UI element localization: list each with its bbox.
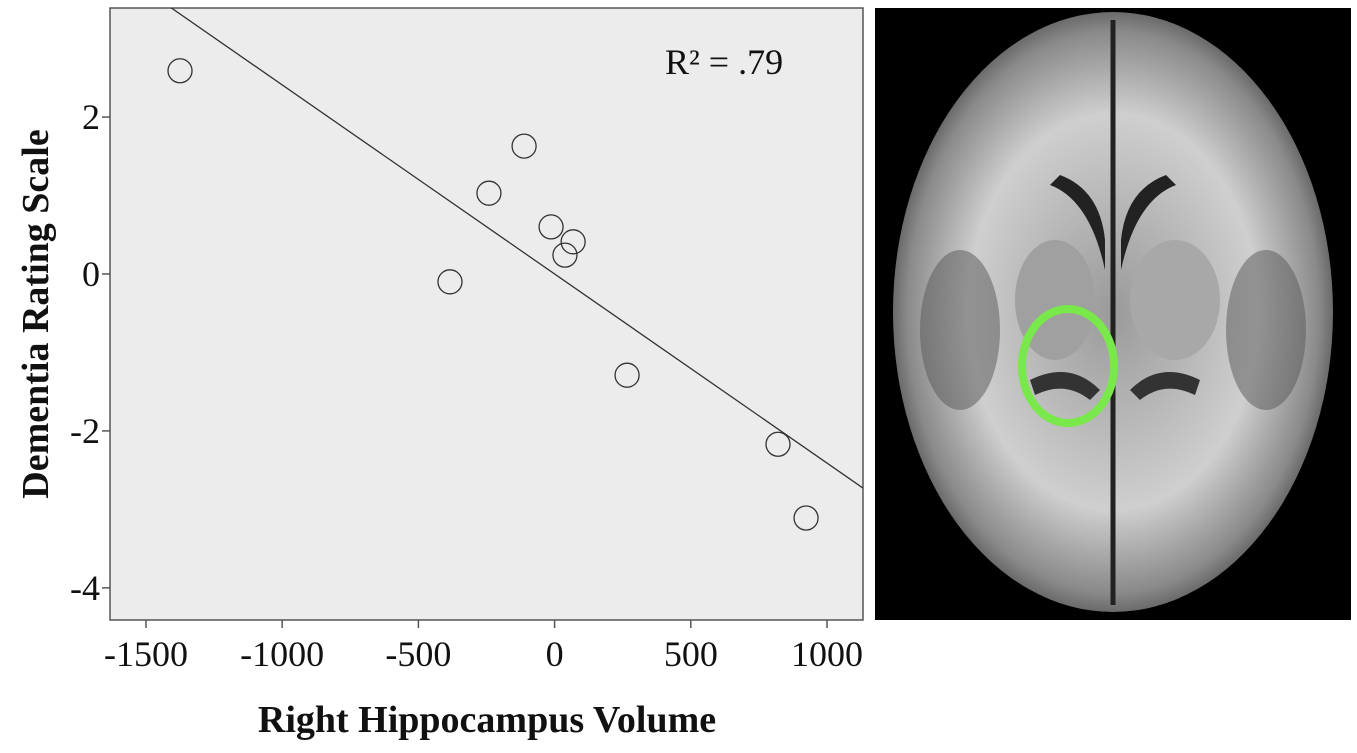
x-axis-title: Right Hippocampus Volume xyxy=(258,699,716,741)
figure: R² = .79 Right Hippocampus Volume Dement… xyxy=(0,0,1357,748)
brain-image xyxy=(875,8,1351,620)
x-tick-label: 0 xyxy=(546,634,564,674)
y-tick-label: -2 xyxy=(70,411,100,451)
plot-area xyxy=(110,8,863,620)
y-tick-label: 0 xyxy=(82,254,100,294)
x-tick-label: 1000 xyxy=(791,634,863,674)
x-tick-label: -500 xyxy=(385,634,451,674)
y-tick-label: 2 xyxy=(82,97,100,137)
x-tick-label: -1500 xyxy=(104,634,188,674)
y-tick-label: -4 xyxy=(70,568,100,608)
x-tick-label: 500 xyxy=(664,634,718,674)
x-tick-label: -1000 xyxy=(240,634,324,674)
y-axis-title: Dementia Rating Scale xyxy=(15,129,57,498)
annotation: R² = .79 xyxy=(665,42,783,82)
